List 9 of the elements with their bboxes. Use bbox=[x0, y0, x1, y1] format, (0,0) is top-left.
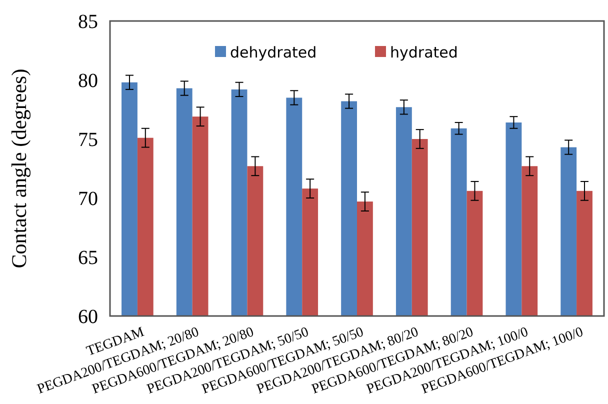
y-tick-label: 70 bbox=[78, 188, 98, 210]
y-axis-title: Contact angle (degrees) bbox=[7, 68, 31, 268]
legend-label: dehydrated bbox=[230, 43, 317, 62]
y-tick-label: 75 bbox=[78, 129, 98, 151]
y-tick-label: 80 bbox=[78, 70, 98, 92]
y-tick-label: 85 bbox=[78, 11, 98, 33]
y-tick-label: 60 bbox=[78, 306, 98, 328]
y-tick-label: 65 bbox=[78, 247, 98, 269]
legend-label: hydrated bbox=[390, 43, 458, 62]
